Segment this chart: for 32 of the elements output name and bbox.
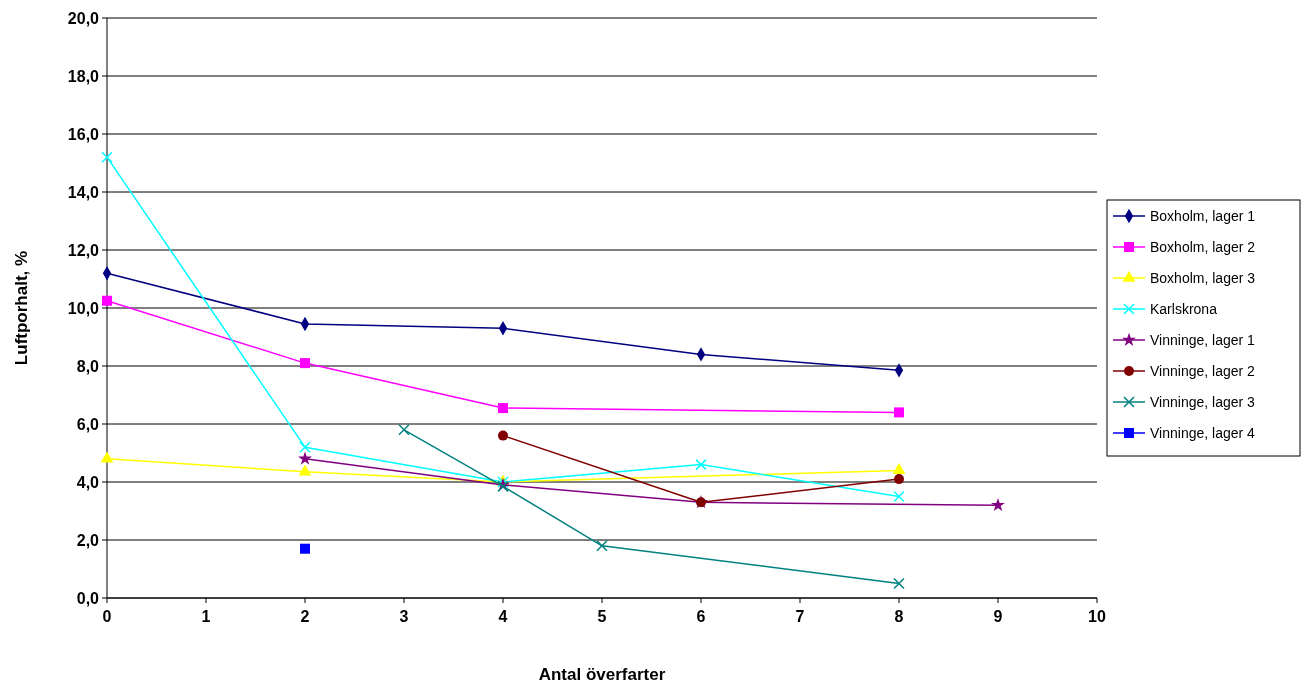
x-tick-label: 9 xyxy=(993,608,1003,625)
y-tick-label: 14,0 xyxy=(67,183,100,201)
legend-label: Vinninge, lager 2 xyxy=(1150,362,1256,379)
y-tick-label: 4,0 xyxy=(76,473,100,491)
y-tick-label: 10,0 xyxy=(67,299,100,317)
x-tick-label: 6 xyxy=(696,608,706,625)
x-tick-label: 2 xyxy=(300,608,310,625)
x-tick-label: 5 xyxy=(597,608,607,625)
x-tick-label: 10 xyxy=(1088,608,1106,625)
x-tick-label: 3 xyxy=(399,608,409,625)
y-tick-label: 8,0 xyxy=(76,357,100,375)
legend-label: Vinninge, lager 3 xyxy=(1150,393,1256,410)
legend-label: Vinninge, lager 1 xyxy=(1150,331,1256,348)
legend-label: Karlskrona xyxy=(1150,300,1218,317)
y-tick-label: 20,0 xyxy=(67,9,100,27)
x-axis-title: Antal överfarter xyxy=(538,665,666,684)
y-tick-label: 16,0 xyxy=(67,125,100,143)
x-tick-label: 1 xyxy=(201,608,211,625)
x-tick-label: 0 xyxy=(102,608,112,625)
legend-label: Boxholm, lager 3 xyxy=(1150,269,1256,286)
y-tick-label: 12,0 xyxy=(67,241,100,259)
y-axis-title: Luftporhalt, % xyxy=(12,250,31,366)
x-tick-label: 4 xyxy=(498,608,508,625)
legend-label: Vinninge, lager 4 xyxy=(1150,424,1256,441)
legend-label: Boxholm, lager 1 xyxy=(1150,207,1256,224)
y-tick-label: 0,0 xyxy=(76,589,100,607)
y-tick-label: 18,0 xyxy=(67,67,100,85)
legend-label: Boxholm, lager 2 xyxy=(1150,238,1256,255)
x-tick-label: 7 xyxy=(795,608,805,625)
x-tick-label: 8 xyxy=(894,608,904,625)
y-tick-label: 6,0 xyxy=(76,415,100,433)
y-tick-label: 2,0 xyxy=(76,531,100,549)
